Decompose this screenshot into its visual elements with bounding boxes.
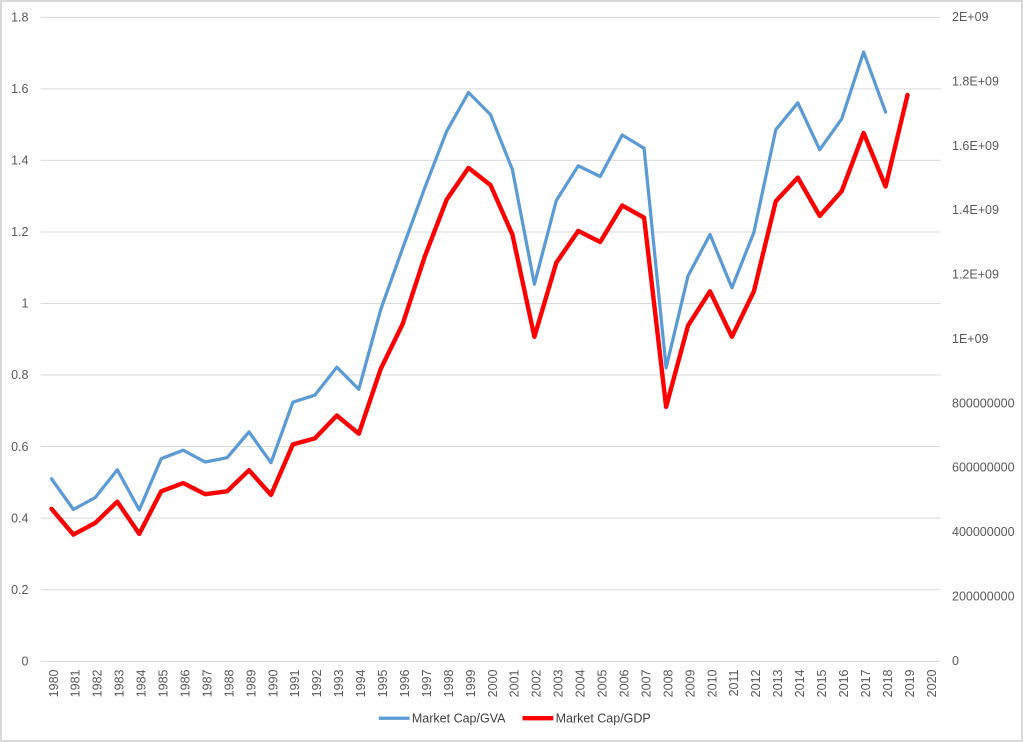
svg-text:0.6: 0.6 <box>11 440 28 454</box>
svg-text:1989: 1989 <box>244 669 258 697</box>
svg-text:1985: 1985 <box>157 669 171 697</box>
svg-text:1982: 1982 <box>91 669 105 697</box>
svg-text:2003: 2003 <box>552 669 566 697</box>
svg-text:2014: 2014 <box>793 669 807 697</box>
svg-text:1992: 1992 <box>310 669 324 697</box>
svg-text:2009: 2009 <box>683 669 697 697</box>
svg-text:1983: 1983 <box>113 669 127 697</box>
svg-text:1996: 1996 <box>398 669 412 697</box>
svg-text:1999: 1999 <box>464 669 478 697</box>
svg-text:1.6: 1.6 <box>11 82 28 96</box>
svg-text:1E+09: 1E+09 <box>952 332 989 346</box>
svg-text:0.4: 0.4 <box>11 511 28 525</box>
svg-text:0.8: 0.8 <box>11 368 28 382</box>
svg-text:2007: 2007 <box>639 669 653 697</box>
svg-text:1988: 1988 <box>222 669 236 697</box>
svg-text:2004: 2004 <box>574 669 588 697</box>
svg-text:Market Cap/GVA: Market Cap/GVA <box>412 711 506 725</box>
svg-text:2018: 2018 <box>881 669 895 697</box>
svg-text:2010: 2010 <box>705 669 719 697</box>
svg-text:1998: 1998 <box>442 669 456 697</box>
svg-text:600000000: 600000000 <box>952 461 1015 475</box>
svg-text:2006: 2006 <box>618 669 632 697</box>
svg-text:0: 0 <box>952 654 959 668</box>
svg-text:200000000: 200000000 <box>952 590 1015 604</box>
svg-text:2011: 2011 <box>727 669 741 696</box>
svg-text:2017: 2017 <box>859 669 873 697</box>
svg-text:1.6E+09: 1.6E+09 <box>952 139 999 153</box>
svg-text:1990: 1990 <box>266 669 280 697</box>
svg-text:1.2: 1.2 <box>11 225 28 239</box>
svg-text:2001: 2001 <box>508 669 522 697</box>
svg-text:2015: 2015 <box>815 669 829 697</box>
svg-text:0: 0 <box>22 654 29 668</box>
svg-text:1.4: 1.4 <box>11 154 28 168</box>
svg-text:2013: 2013 <box>771 669 785 697</box>
svg-text:1984: 1984 <box>135 669 149 697</box>
svg-text:1.8: 1.8 <box>11 11 28 25</box>
svg-text:1981: 1981 <box>69 669 83 697</box>
svg-text:1980: 1980 <box>47 669 61 697</box>
svg-text:1994: 1994 <box>354 669 368 697</box>
svg-text:800000000: 800000000 <box>952 396 1015 410</box>
svg-text:2000: 2000 <box>486 669 500 697</box>
svg-text:2016: 2016 <box>837 669 851 697</box>
svg-text:Market Cap/GDP: Market Cap/GDP <box>556 711 651 725</box>
svg-text:1987: 1987 <box>200 669 214 697</box>
svg-text:1986: 1986 <box>179 669 193 697</box>
svg-text:2020: 2020 <box>925 669 939 697</box>
svg-text:2012: 2012 <box>749 669 763 697</box>
svg-text:1995: 1995 <box>376 669 390 697</box>
svg-text:1.4E+09: 1.4E+09 <box>952 203 999 217</box>
svg-text:2005: 2005 <box>596 669 610 697</box>
svg-text:2002: 2002 <box>530 669 544 697</box>
svg-text:1993: 1993 <box>332 669 346 697</box>
svg-text:0.2: 0.2 <box>11 583 28 597</box>
svg-text:1: 1 <box>22 297 29 311</box>
svg-text:400000000: 400000000 <box>952 525 1015 539</box>
svg-text:1997: 1997 <box>420 669 434 697</box>
svg-text:2008: 2008 <box>661 669 675 697</box>
svg-text:1.2E+09: 1.2E+09 <box>952 268 999 282</box>
svg-text:1991: 1991 <box>288 669 302 697</box>
svg-text:2019: 2019 <box>903 669 917 697</box>
svg-text:1.8E+09: 1.8E+09 <box>952 74 999 88</box>
svg-text:2E+09: 2E+09 <box>952 10 989 24</box>
